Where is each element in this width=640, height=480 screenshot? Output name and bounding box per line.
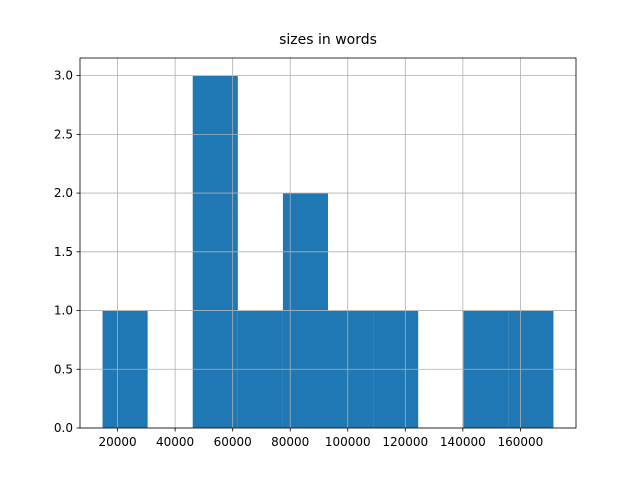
x-tick-label: 60000 [214,435,252,449]
x-tick-label: 100000 [325,435,371,449]
x-tick-label: 140000 [440,435,486,449]
x-tick-label: 80000 [271,435,309,449]
x-tick-label: 40000 [156,435,194,449]
y-tick-label: 1.0 [54,304,73,318]
y-tick-label: 0.5 [54,362,73,376]
y-tick-label: 0.0 [54,421,73,435]
y-tick-label: 2.5 [54,127,73,141]
y-tick-label: 2.0 [54,186,73,200]
y-tick-label: 1.5 [54,245,73,259]
x-tick-label: 120000 [382,435,428,449]
plot-frame [79,57,577,429]
x-tick-label: 160000 [497,435,543,449]
y-tick-label: 3.0 [54,69,73,83]
x-tick-label: 20000 [98,435,136,449]
chart-title: sizes in words [279,32,377,48]
